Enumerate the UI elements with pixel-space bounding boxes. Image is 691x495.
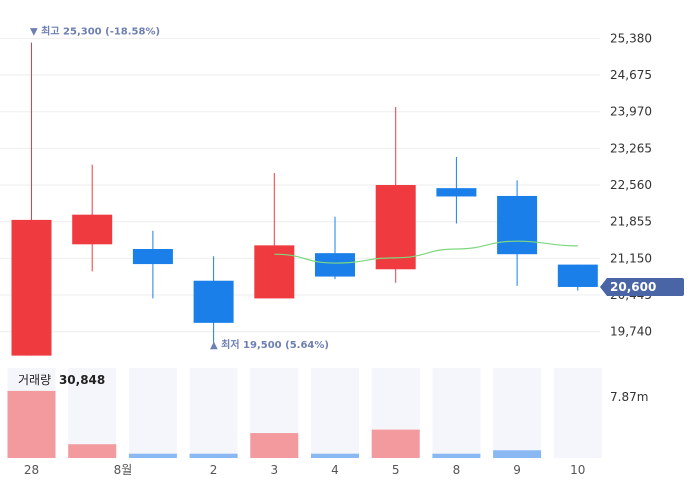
volume-bar <box>128 453 177 458</box>
volume-panel-bg <box>189 368 238 458</box>
candle-body <box>132 248 173 265</box>
high-annotation: ▼ 최고 25,300 (-18.58%) <box>30 25 160 38</box>
volume-bar <box>432 453 481 458</box>
volume-panel-bg <box>311 368 359 458</box>
volume-panel-bg <box>553 368 602 458</box>
y-tick-label: 23,265 <box>610 141 652 155</box>
y-tick-label: 21,150 <box>610 251 652 265</box>
volume-label: 거래량 30,848 <box>18 373 105 387</box>
x-tick-label: 10 <box>570 463 585 477</box>
x-tick-label: 8 <box>453 463 461 477</box>
x-tick-label: 3 <box>270 463 278 477</box>
low-annotation: ▲ 최저 19,500 (5.64%) <box>210 338 329 351</box>
current-price-tag-shape <box>600 277 684 296</box>
candle-body <box>315 253 355 277</box>
x-tick-label: 28 <box>24 463 39 477</box>
y-tick-label: 22,560 <box>610 178 652 192</box>
volume-panel-bg <box>432 368 481 458</box>
candle-body <box>497 195 538 255</box>
volume-label-value: 30,848 <box>59 373 105 387</box>
volume-axis-label: 7.87m <box>610 390 648 404</box>
volume-panel-bg <box>68 368 117 458</box>
volume-bar <box>371 429 420 458</box>
x-tick-label: 2 <box>210 463 218 477</box>
candle-bodies <box>11 185 598 356</box>
svg-text:거래량 30,848: 거래량 30,848 <box>18 373 105 387</box>
y-tick-label: 19,740 <box>610 325 652 339</box>
x-tick-label: 4 <box>331 463 339 477</box>
volume-bar <box>493 450 542 458</box>
x-tick-label: 9 <box>513 463 521 477</box>
x-tick-label: 8월 <box>114 463 133 477</box>
candle-body <box>436 188 477 197</box>
volume-bar <box>250 433 299 458</box>
y-tick-label: 23,970 <box>610 105 652 119</box>
moving-average-line <box>274 240 578 264</box>
y-tick-label: 25,380 <box>610 31 652 45</box>
candle-wicks <box>31 42 579 356</box>
current-price-tag[interactable]: 20,600 <box>600 277 684 296</box>
volume-bar <box>311 453 359 458</box>
candle-body <box>254 245 295 299</box>
volume-panel-bg <box>128 368 177 458</box>
x-axis-ticks: 28 8월 2 3 4 5 8 9 10 <box>24 463 586 477</box>
volume-label-prefix: 거래량 <box>18 373 51 387</box>
y-tick-label: 24,675 <box>610 68 652 82</box>
x-tick-label: 5 <box>392 463 400 477</box>
candle-body <box>11 219 52 356</box>
current-price-label: 20,600 <box>610 280 656 294</box>
grid-lines <box>0 37 600 333</box>
volume-bars <box>7 390 542 458</box>
volume-bar <box>189 453 238 458</box>
candle-body <box>375 185 416 270</box>
volume-panel-bg <box>493 368 542 458</box>
candle-body <box>557 264 598 287</box>
candle-body <box>193 280 234 323</box>
y-tick-label: 21,855 <box>610 215 652 229</box>
candle-body <box>72 214 113 245</box>
volume-bar <box>68 444 117 458</box>
volume-bar <box>7 390 56 458</box>
